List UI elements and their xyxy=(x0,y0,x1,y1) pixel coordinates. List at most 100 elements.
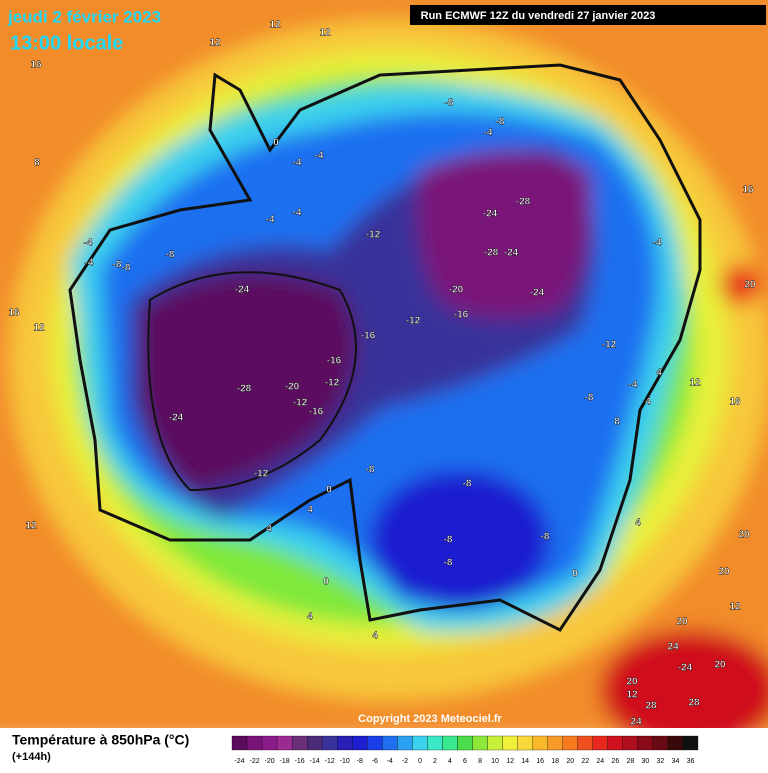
legend-label: 36 xyxy=(687,758,695,765)
legend-swatch xyxy=(592,735,608,751)
zero-isotherm xyxy=(68,63,702,632)
legend-swatch xyxy=(246,735,263,751)
legend-label: -12 xyxy=(325,758,335,765)
contour-label: -4 xyxy=(84,238,93,249)
contour-label: -28 xyxy=(484,248,499,259)
contour-label: 24 xyxy=(667,642,679,653)
legend-swatch xyxy=(412,735,428,751)
legend-swatch xyxy=(322,735,338,751)
legend-label: 2 xyxy=(433,758,437,765)
contour-label: -28 xyxy=(237,384,252,395)
contour-label: 24 xyxy=(630,717,642,728)
legend-label: 18 xyxy=(551,758,559,765)
contour-label: -28 xyxy=(516,197,531,208)
legend-swatch xyxy=(231,735,248,751)
contour-label: -8 xyxy=(445,98,454,109)
contour-label: 4 xyxy=(266,524,272,535)
legend-swatch xyxy=(487,735,503,751)
legend-swatch xyxy=(307,735,323,751)
copyright: Copyright 2023 Meteociel.fr xyxy=(358,713,502,725)
contour-label: -16 xyxy=(454,310,469,321)
legend-swatch xyxy=(517,735,533,751)
contour-label: -24 xyxy=(530,288,545,299)
legend-label: 12 xyxy=(506,758,514,765)
contour-label: -4 xyxy=(315,151,324,162)
legend-swatch xyxy=(276,735,293,751)
contour-label: -8 xyxy=(444,558,453,569)
legend-label: 34 xyxy=(672,758,680,765)
contour-label: -24 xyxy=(169,413,184,424)
contour-label: -24 xyxy=(235,285,250,296)
legend-swatch xyxy=(457,735,473,751)
legend-swatch xyxy=(607,735,623,751)
contour-label: -24 xyxy=(678,663,693,674)
contour-label: 16 xyxy=(8,308,20,319)
legend-swatch xyxy=(577,735,593,751)
contour-label: 4 xyxy=(307,505,313,516)
temperature-field xyxy=(0,0,768,750)
contour-label: 28 xyxy=(645,701,657,712)
legend-label: 16 xyxy=(536,758,544,765)
contour-label: 20 xyxy=(744,280,756,291)
legend-label: 10 xyxy=(491,758,499,765)
legend-label: 30 xyxy=(641,758,649,765)
run-info: Run ECMWF 12Z du vendredi 27 janvier 202… xyxy=(421,10,656,22)
legend-swatch xyxy=(502,735,518,751)
legend-label: -2 xyxy=(402,758,408,765)
contour-label: 12 xyxy=(319,28,331,39)
contour-label: 20 xyxy=(676,617,688,628)
legend-label: -18 xyxy=(280,758,290,765)
legend-label: 28 xyxy=(626,758,634,765)
legend-swatch xyxy=(547,735,563,751)
contour-label: 12 xyxy=(33,323,45,334)
contour-label: 4 xyxy=(656,368,662,379)
legend-label: 6 xyxy=(463,758,467,765)
contour-label: 20 xyxy=(738,530,750,541)
contour-label: -8 xyxy=(113,260,122,271)
legend-swatch xyxy=(337,735,353,751)
contour-label: 4 xyxy=(645,397,651,408)
legend-swatch xyxy=(367,735,383,751)
contour-label: 12 xyxy=(209,38,221,49)
contour-label: 4 xyxy=(372,631,378,642)
legend-label: -6 xyxy=(372,758,378,765)
legend-label: 26 xyxy=(611,758,619,765)
contour-label: -12 xyxy=(254,469,269,480)
contour-label: -8 xyxy=(585,393,594,404)
contour-label: -8 xyxy=(122,263,131,274)
legend-label: -10 xyxy=(340,758,350,765)
contour-label: -12 xyxy=(602,340,617,351)
legend-swatch xyxy=(352,735,368,751)
legend-swatch xyxy=(291,735,308,751)
run-box xyxy=(410,5,766,25)
contour-label: 16 xyxy=(729,397,741,408)
footer-title: Température à 850hPa (°C) xyxy=(12,732,189,748)
legend-label: 22 xyxy=(581,758,589,765)
legend-label: 32 xyxy=(657,758,665,765)
contour-label: 12 xyxy=(269,20,281,31)
legend-swatch xyxy=(472,735,488,751)
contour-label: -4 xyxy=(293,208,302,219)
contour-label: -4 xyxy=(629,380,638,391)
contour-label: -24 xyxy=(504,248,519,259)
legend-label: 8 xyxy=(478,758,482,765)
contour-label: -12 xyxy=(293,398,308,409)
legend-label: -24 xyxy=(234,758,244,765)
contour-label: 0 xyxy=(273,138,279,149)
legend-swatch xyxy=(427,735,443,751)
legend-label: -8 xyxy=(357,758,363,765)
contour-label: 28 xyxy=(688,698,700,709)
contour-label: 0 xyxy=(323,577,329,588)
contour-label: 12 xyxy=(25,521,37,532)
contour-label: -4 xyxy=(653,238,662,249)
contour-label: -4 xyxy=(484,128,493,139)
contour-label: -4 xyxy=(293,158,302,169)
legend-swatch xyxy=(682,735,699,751)
legend-swatch xyxy=(382,735,398,751)
contour-label: 4 xyxy=(307,612,313,623)
contour-label: -4 xyxy=(85,258,94,269)
contour-label: -8 xyxy=(496,117,505,128)
legend-swatch xyxy=(562,735,578,751)
